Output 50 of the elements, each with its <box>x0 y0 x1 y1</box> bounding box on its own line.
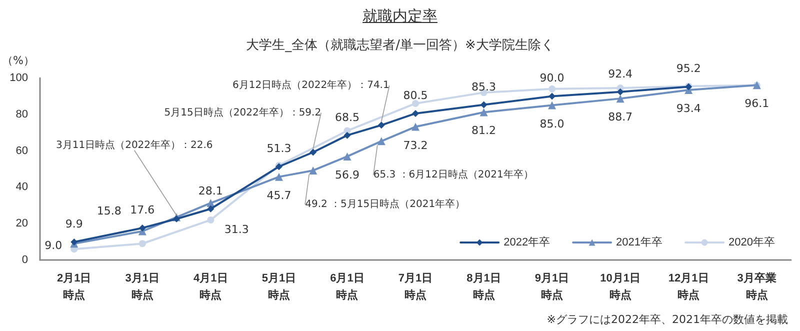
chart-title: 就職内定率 <box>362 7 438 26</box>
data-label: 3月11日時点（2022年卒）：22.6 <box>56 138 213 151</box>
data-label: 85.3 <box>472 80 496 94</box>
data-label: 17.6 <box>130 203 155 216</box>
x-tick-label: 4月1日時点 <box>194 272 228 302</box>
y-tick-label: 20 <box>16 218 28 230</box>
data-label: 31.3 <box>224 223 249 236</box>
x-tick-label: 8月1日時点 <box>466 272 501 302</box>
data-label: 90.0 <box>540 72 564 85</box>
x-tick-label: 7月1日時点 <box>398 272 433 302</box>
data-label: 45.7 <box>266 188 292 202</box>
data-label: 96.1 <box>744 97 770 110</box>
x-tick-label: 9月1日時点 <box>534 272 570 302</box>
y-axis-title: （%） <box>2 53 34 68</box>
data-label: 92.4 <box>608 67 633 80</box>
data-label: 49.2 ：5月15日時点（2021年卒） <box>305 198 466 210</box>
data-label: 65.3 ：6月12日時点（2021年卒） <box>373 168 534 181</box>
x-tick-label: 6月1日時点 <box>330 272 364 302</box>
data-label: 6月12日時点（2022年卒）：74.1 <box>232 79 390 92</box>
chart-subtitle: 大学生_全体（就職志望者/単一回答）※大学院生除く <box>245 37 555 54</box>
data-label: 68.5 <box>334 110 360 124</box>
x-tick-label: 12月1日時点 <box>668 272 709 302</box>
y-tick-label: 80 <box>16 108 28 120</box>
x-tick-label: 10月1日時点 <box>600 272 640 302</box>
data-label: 80.5 <box>403 88 428 102</box>
y-tick-label: 60 <box>16 144 28 157</box>
x-tick-label: 3月1日時点 <box>125 272 160 302</box>
data-label: 56.9 <box>334 168 360 182</box>
data-label: 5月15日時点（2022年卒）：59.2 <box>164 106 322 118</box>
data-label: 95.2 <box>676 62 701 76</box>
data-label: 51.3 <box>266 142 292 156</box>
data-label: 81.2 <box>472 124 496 138</box>
data-label: 85.0 <box>540 117 564 130</box>
x-tick-label: 3月卒業時点 <box>737 272 776 302</box>
legend-label: 2021年卒 <box>616 236 663 248</box>
legend-label: 2022年卒 <box>504 236 550 248</box>
data-label: 93.4 <box>676 102 701 116</box>
y-tick-label: 40 <box>16 181 28 194</box>
data-label: 28.1 <box>198 184 223 198</box>
y-tick-label: 0 <box>22 254 28 266</box>
x-tick-label: 5月1日時点 <box>262 272 296 302</box>
legend-label: 2020年卒 <box>728 236 776 248</box>
text: ※グラフには2022年卒、2021年卒の数値を掲載 <box>546 312 788 327</box>
data-label: 73.2 <box>403 138 428 152</box>
data-label: 9.0 <box>44 239 62 252</box>
x-tick-label: 2月1日時点 <box>57 272 92 302</box>
data-label: 15.8 <box>96 204 122 218</box>
data-label: 88.7 <box>608 110 633 124</box>
y-tick-label: 100 <box>10 72 28 84</box>
data-label: 9.9 <box>65 217 83 230</box>
